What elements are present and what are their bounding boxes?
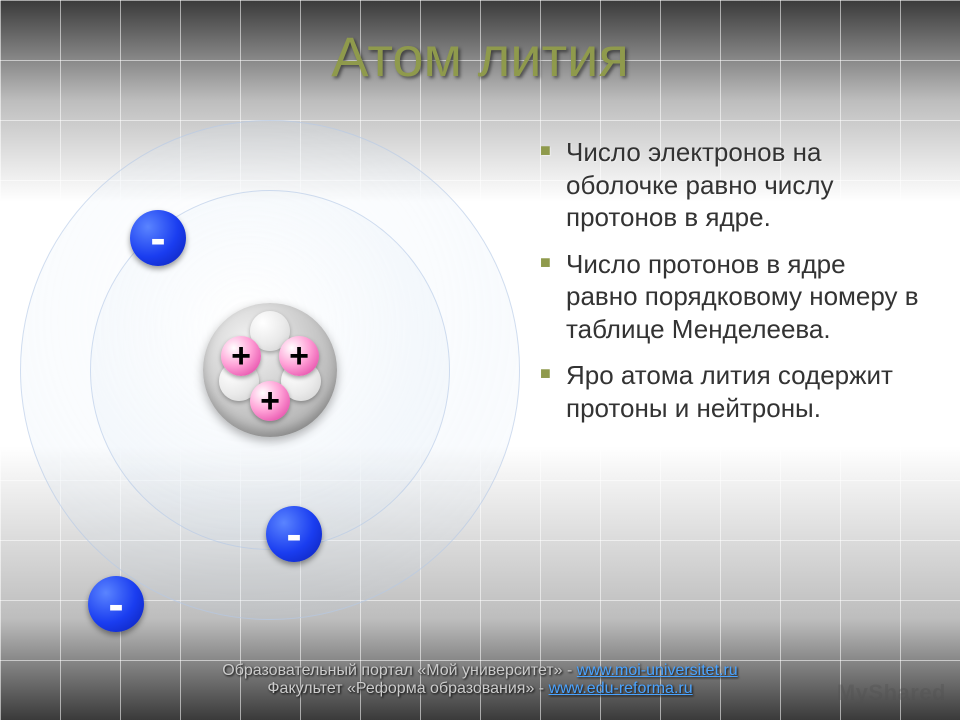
electron: - bbox=[88, 576, 144, 632]
footer-line-1: Образовательный портал «Мой университет»… bbox=[0, 662, 960, 680]
footer-text: Образовательный портал «Мой университет»… bbox=[222, 662, 576, 679]
footer-line-2: Факультет «Реформа образования» - www.ed… bbox=[0, 680, 960, 698]
electron: - bbox=[130, 210, 186, 266]
watermark: MyShared bbox=[837, 680, 946, 706]
footer-link-2[interactable]: www.edu-reforma.ru bbox=[549, 680, 693, 697]
bullet-item: Яро атома лития содержит протоны и нейтр… bbox=[540, 359, 920, 424]
proton: + bbox=[250, 381, 290, 421]
slide-title: Атом лития bbox=[0, 24, 960, 89]
atom-diagram: + + + - - - bbox=[20, 120, 520, 620]
bullet-list: Число электронов на оболочке равно числу… bbox=[540, 136, 920, 438]
proton: + bbox=[279, 336, 319, 376]
nucleus: + + + bbox=[203, 303, 337, 437]
footer: Образовательный портал «Мой университет»… bbox=[0, 662, 960, 698]
bullet-item: Число электронов на оболочке равно числу… bbox=[540, 136, 920, 234]
footer-link-1[interactable]: www.moi-universitet.ru bbox=[577, 662, 738, 679]
proton: + bbox=[221, 336, 261, 376]
footer-text: Факультет «Реформа образования» - bbox=[267, 680, 548, 697]
slide: Атом лития Число электронов на оболочке … bbox=[0, 0, 960, 720]
electron: - bbox=[266, 506, 322, 562]
bullet-item: Число протонов в ядре равно порядковому … bbox=[540, 248, 920, 346]
